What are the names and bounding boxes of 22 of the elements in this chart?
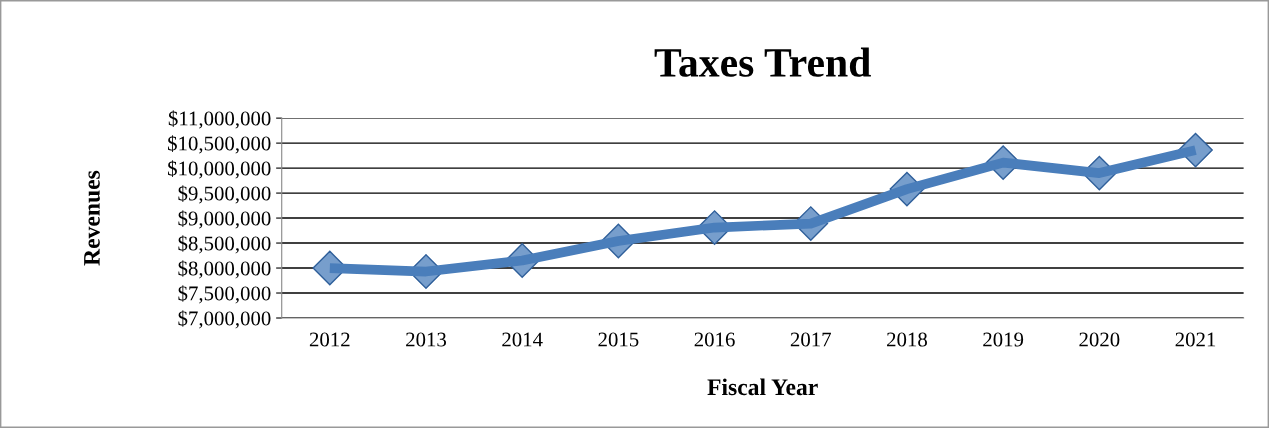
y-tick-label: $10,000,000 [168, 160, 271, 179]
x-axis-title: Fiscal Year [707, 378, 818, 396]
y-tick-label: $7,000,000 [178, 310, 271, 329]
x-tick-label: 2019 [983, 332, 1024, 347]
y-tick-label: $10,500,000 [168, 135, 271, 154]
x-tick-label: 2021 [1175, 332, 1216, 347]
y-tick-label: $11,000,000 [168, 110, 271, 129]
y-tick-label: $8,000,000 [178, 260, 271, 279]
x-tick-label: 2015 [598, 332, 639, 347]
x-tick-label: 2020 [1079, 332, 1120, 347]
x-tick-label: 2014 [502, 332, 543, 347]
y-tick-label: $8,500,000 [178, 235, 271, 254]
y-tick-label: $7,500,000 [178, 285, 271, 304]
y-tick-label: $9,000,000 [178, 210, 271, 229]
chart-title: Taxes Trend [654, 47, 871, 77]
x-tick-label: 2018 [887, 332, 927, 347]
x-tick-label: 2012 [309, 332, 350, 347]
x-tick-label: 2013 [406, 332, 447, 347]
y-tick-label: $9,500,000 [178, 185, 271, 204]
y-axis-title: Revenues [84, 170, 100, 266]
x-tick-label: 2017 [790, 332, 831, 347]
x-tick-label: 2016 [694, 332, 735, 347]
